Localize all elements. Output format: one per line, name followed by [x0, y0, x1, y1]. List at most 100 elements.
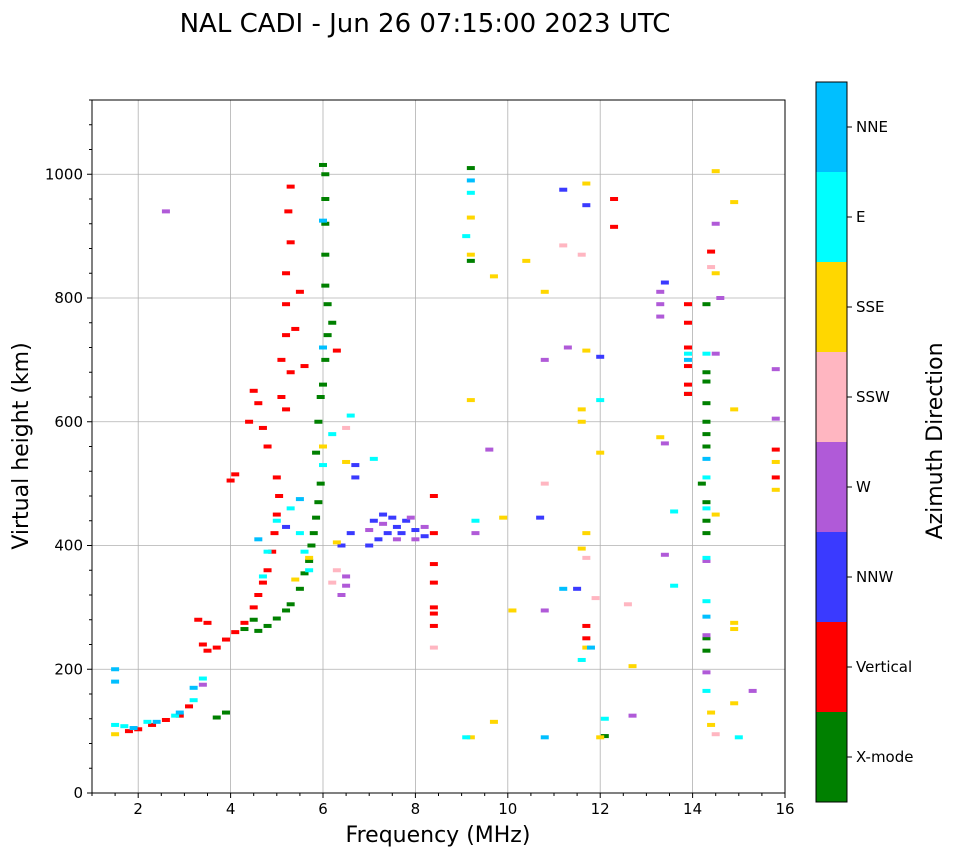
data-point — [420, 524, 429, 529]
data-point — [351, 463, 360, 468]
data-point — [683, 351, 692, 356]
data-point — [263, 568, 272, 573]
data-point — [429, 531, 438, 536]
data-point — [309, 531, 318, 536]
data-point — [337, 543, 346, 548]
data-point — [312, 515, 321, 520]
data-point — [323, 302, 332, 307]
data-point — [771, 459, 780, 464]
data-point — [707, 249, 716, 254]
data-point — [226, 478, 235, 483]
data-point — [730, 701, 739, 706]
data-point — [337, 593, 346, 597]
colorbar-segment — [816, 352, 847, 442]
data-point — [591, 596, 600, 601]
data-point — [286, 184, 295, 189]
data-point — [212, 645, 221, 650]
data-point — [254, 593, 263, 597]
colorbar-label: X-mode — [856, 748, 913, 766]
data-point — [683, 364, 692, 369]
data-point — [175, 710, 184, 715]
data-point — [596, 735, 605, 740]
data-point — [730, 200, 739, 205]
data-point — [577, 419, 586, 424]
y-axis-ticks: 0 200 400 600 800 1000 — [45, 99, 92, 802]
data-point — [660, 280, 669, 285]
data-point — [365, 528, 374, 533]
azimuth-colorbar: X-mode Vertical NNW W SSW SSE E NNE — [815, 81, 913, 803]
data-point — [411, 528, 420, 533]
data-point — [707, 722, 716, 727]
data-point — [563, 345, 572, 350]
data-point — [600, 716, 609, 721]
data-point — [711, 271, 720, 276]
data-point — [711, 512, 720, 517]
y-tick-label: 200 — [54, 660, 83, 678]
data-point — [161, 717, 170, 722]
data-point — [379, 512, 388, 517]
series-e — [111, 190, 743, 740]
data-point — [284, 209, 293, 214]
data-point — [683, 302, 692, 307]
data-point — [263, 549, 272, 554]
data-point — [300, 549, 309, 554]
chart-title: NAL CADI - Jun 26 07:15:00 2023 UTC — [180, 9, 671, 39]
data-point — [295, 531, 304, 536]
data-point — [374, 537, 383, 542]
data-point — [161, 209, 170, 214]
y-axis-label: Virtual height (km) — [9, 342, 34, 549]
series-w — [161, 209, 780, 718]
data-point — [321, 221, 330, 226]
data-point — [559, 243, 568, 248]
data-point — [249, 617, 258, 622]
data-point — [272, 512, 281, 517]
data-point — [402, 518, 411, 523]
data-point — [429, 494, 438, 498]
data-point — [702, 456, 711, 461]
data-point — [152, 719, 161, 724]
data-point — [221, 637, 230, 642]
data-point — [734, 735, 743, 740]
colorbar-label: Vertical — [856, 658, 912, 676]
data-point — [240, 627, 249, 632]
data-point — [300, 571, 309, 576]
data-point — [771, 416, 780, 421]
data-point — [268, 549, 277, 554]
data-point — [342, 459, 351, 464]
data-point — [231, 472, 240, 477]
data-point — [586, 645, 595, 650]
data-point — [702, 506, 711, 511]
data-point — [656, 435, 665, 440]
colorbar-segment — [816, 172, 847, 262]
data-point — [397, 531, 406, 536]
series-nne — [111, 178, 711, 740]
data-point — [702, 379, 711, 384]
data-point — [596, 450, 605, 455]
data-point — [577, 657, 586, 662]
series-sse — [111, 169, 780, 740]
data-point — [189, 685, 198, 690]
data-point — [272, 475, 281, 480]
data-point — [198, 642, 207, 647]
data-point — [323, 333, 332, 338]
y-tick-label: 600 — [54, 413, 83, 431]
data-point — [697, 481, 706, 486]
data-point — [702, 531, 711, 536]
data-point — [319, 463, 327, 468]
data-point — [429, 605, 438, 610]
data-point — [600, 734, 609, 739]
data-point — [291, 577, 300, 582]
data-point — [383, 531, 392, 536]
data-point — [319, 162, 327, 167]
data-point — [254, 628, 263, 633]
data-point — [702, 351, 711, 356]
data-point — [522, 258, 531, 263]
data-point — [702, 555, 711, 560]
data-point — [582, 203, 591, 208]
data-point — [258, 580, 267, 585]
data-point — [707, 710, 716, 715]
colorbar-label: SSW — [856, 388, 890, 406]
colorbar-segment — [816, 622, 847, 712]
data-point — [258, 425, 267, 430]
